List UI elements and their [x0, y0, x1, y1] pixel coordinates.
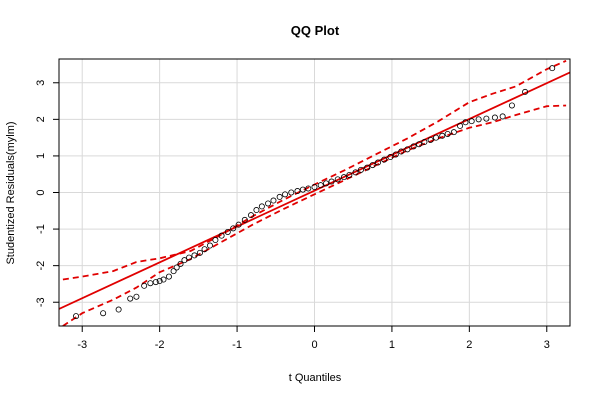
x-tick-label: -2 [155, 339, 165, 351]
y-tick-label: -3 [35, 297, 47, 307]
data-point [381, 156, 388, 163]
data-point [340, 174, 347, 181]
data-point [177, 260, 184, 267]
data-point [457, 122, 464, 129]
data-point [462, 119, 469, 126]
data-point [374, 159, 381, 166]
confidence-band-lower [62, 104, 567, 326]
x-axis: -3 -2 -1 0 1 2 3 [77, 326, 550, 351]
data-point [328, 178, 335, 185]
data-point [73, 313, 80, 320]
data-point [439, 132, 446, 139]
data-point [294, 188, 301, 195]
x-tick-label: 3 [544, 339, 550, 351]
data-point [549, 65, 556, 72]
data-point [334, 176, 341, 183]
data-point [181, 257, 188, 264]
data-point [427, 136, 434, 143]
data-point [201, 246, 208, 253]
data-point [141, 282, 148, 289]
data-point [265, 200, 272, 207]
data-point [212, 237, 219, 244]
data-point [230, 225, 237, 232]
data-point [156, 278, 163, 285]
reference-line-group [59, 71, 570, 310]
x-tick-label: -1 [232, 339, 242, 351]
data-point [299, 186, 306, 193]
data-point [173, 264, 180, 271]
data-point [160, 276, 167, 283]
y-tick-label: 3 [35, 80, 47, 86]
data-point [253, 207, 260, 214]
data-point [433, 134, 440, 141]
data-point [369, 162, 376, 169]
data-point [147, 280, 154, 287]
data-point [235, 221, 242, 228]
data-point [133, 293, 140, 300]
data-point [450, 129, 457, 136]
chart-title: QQ Plot [291, 23, 340, 38]
x-tick-label: 1 [389, 339, 395, 351]
x-tick-label: 0 [311, 339, 317, 351]
data-point [115, 306, 122, 313]
data-point [270, 197, 277, 204]
data-point [357, 166, 364, 173]
y-tick-label: -2 [35, 261, 47, 271]
data-point [311, 184, 318, 191]
data-point [346, 171, 353, 178]
data-point [241, 216, 248, 223]
y-tick-label: -1 [35, 224, 47, 234]
data-points [73, 65, 556, 320]
data-point [483, 115, 490, 122]
reference-line [59, 71, 570, 310]
x-axis-label: t Quantiles [289, 372, 342, 384]
data-point [491, 114, 498, 121]
data-point [152, 279, 159, 286]
data-point [387, 154, 394, 161]
data-point [224, 229, 231, 236]
data-point [170, 268, 177, 275]
data-point [218, 232, 225, 239]
data-point [248, 212, 255, 219]
data-point [100, 310, 107, 317]
y-tick-label: 1 [35, 153, 47, 159]
data-point [323, 180, 330, 187]
data-point [317, 182, 324, 189]
data-point [364, 164, 371, 171]
data-point [410, 143, 417, 150]
data-point [475, 116, 482, 123]
data-point [276, 193, 283, 200]
data-point [404, 146, 411, 153]
data-point [305, 185, 312, 192]
grid-lines [59, 59, 570, 326]
y-axis: -3 -2 -1 0 1 2 3 [35, 80, 59, 307]
data-point [196, 249, 203, 256]
data-point [468, 118, 475, 125]
data-point [206, 242, 213, 249]
data-point [258, 203, 265, 210]
data-point [421, 139, 428, 146]
y-tick-label: 0 [35, 189, 47, 195]
y-tick-label: 2 [35, 116, 47, 122]
data-point [127, 295, 134, 302]
data-point [288, 189, 295, 196]
data-point [499, 113, 506, 120]
x-tick-label: -3 [77, 339, 87, 351]
data-point [444, 130, 451, 137]
data-point [416, 141, 423, 148]
data-point [352, 169, 359, 176]
data-point [522, 88, 529, 95]
data-point [282, 191, 289, 198]
x-tick-label: 2 [466, 339, 472, 351]
data-point [392, 151, 399, 158]
data-point [508, 102, 515, 109]
y-axis-label: Studentized Residuals(mylm) [5, 121, 17, 264]
data-point [398, 148, 405, 155]
data-point [165, 273, 172, 280]
data-point [186, 254, 193, 261]
data-point [191, 252, 198, 259]
